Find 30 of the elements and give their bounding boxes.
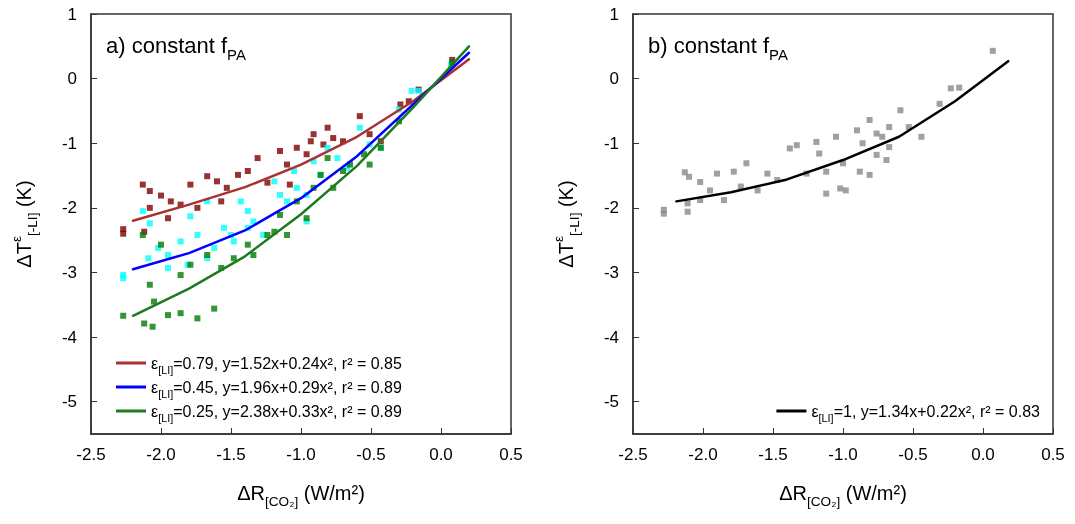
y-tick-label: -3 [61, 262, 77, 282]
x-tick-label: -2.5 [617, 445, 648, 464]
x-tick-label: -0.5 [356, 445, 386, 464]
x-tick-label: 0.0 [429, 445, 453, 464]
x-tick-label: -2.0 [146, 445, 176, 464]
x-tick-label: 0.5 [1040, 445, 1065, 464]
x-tick-label: -0.5 [897, 445, 928, 464]
y-tick-label: -5 [61, 392, 77, 412]
x-tick-label: 0.5 [499, 445, 523, 464]
y-tick-label: 0 [609, 69, 619, 89]
y-tick-label: -4 [61, 327, 77, 347]
y-tick-label: -4 [603, 327, 619, 347]
y-tick-label: -3 [603, 262, 619, 282]
y-tick-label: -2 [603, 198, 619, 218]
y-tick-label: -5 [603, 392, 619, 412]
y-tick-label: -1 [603, 133, 619, 153]
x-tick-label: -1.0 [827, 445, 858, 464]
x-tick-label: -1.5 [216, 445, 246, 464]
y-axis-title: ΔTε[-LI] (K) [550, 180, 581, 268]
y-axis-title: ΔTε[-LI] (K) [8, 180, 40, 268]
x-tick-label: -2.0 [687, 445, 718, 464]
y-tick-label: -1 [61, 133, 77, 153]
y-tick-label: 0 [67, 69, 77, 89]
x-tick-label: -1.5 [757, 445, 788, 464]
y-tick-label: 1 [609, 4, 619, 24]
x-tick-label: -1.0 [286, 445, 316, 464]
y-tick-label: -2 [61, 198, 77, 218]
x-tick-label: -2.5 [76, 445, 106, 464]
x-tick-label: 0.0 [970, 445, 995, 464]
y-tick-label: 1 [67, 4, 77, 24]
